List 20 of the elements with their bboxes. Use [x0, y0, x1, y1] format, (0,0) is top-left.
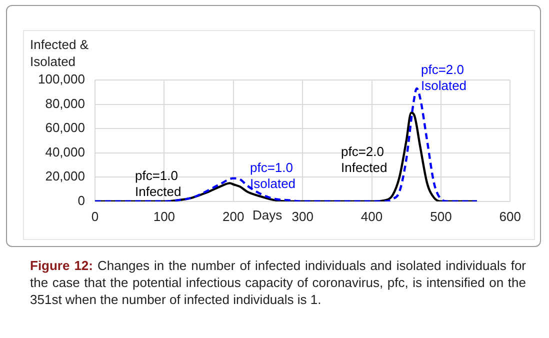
- annotation: pfc=1.0 Isolated: [250, 160, 297, 192]
- annotation: pfc=2.0 Infected: [341, 144, 388, 176]
- x-tick-label: 200: [222, 208, 244, 224]
- y-tick-label: 60,000: [45, 120, 85, 136]
- y-tick-label: 20,000: [45, 168, 85, 184]
- y-tick-label: 0: [78, 192, 85, 208]
- x-tick-label: 100: [153, 208, 176, 224]
- x-tick-label: 500: [430, 208, 452, 224]
- annotation: pfc=2.0 Isolated: [421, 62, 468, 94]
- x-tick-label: 300: [292, 208, 314, 224]
- x-tick-label: 600: [499, 208, 522, 224]
- x-tick-label: 0: [91, 208, 99, 224]
- x-axis-title: Days: [252, 207, 283, 222]
- y-tick-label: 40,000: [45, 144, 85, 160]
- y-axis-title: Infected & Isolated: [30, 36, 90, 70]
- y-tick-label: 100,000: [38, 72, 85, 87]
- x-tick-label: 400: [360, 208, 383, 224]
- annotation: pfc=1.0 Infected: [135, 168, 182, 200]
- y-tick-label: 80,000: [45, 96, 85, 111]
- caption: Figure 12: Changes in the number of infected individuals and isolated individuals for the case that the potential infectious capacity of coronavirus, pfc, is intensified on the 351st when the number of infected individuals is 1.: [30, 258, 526, 307]
